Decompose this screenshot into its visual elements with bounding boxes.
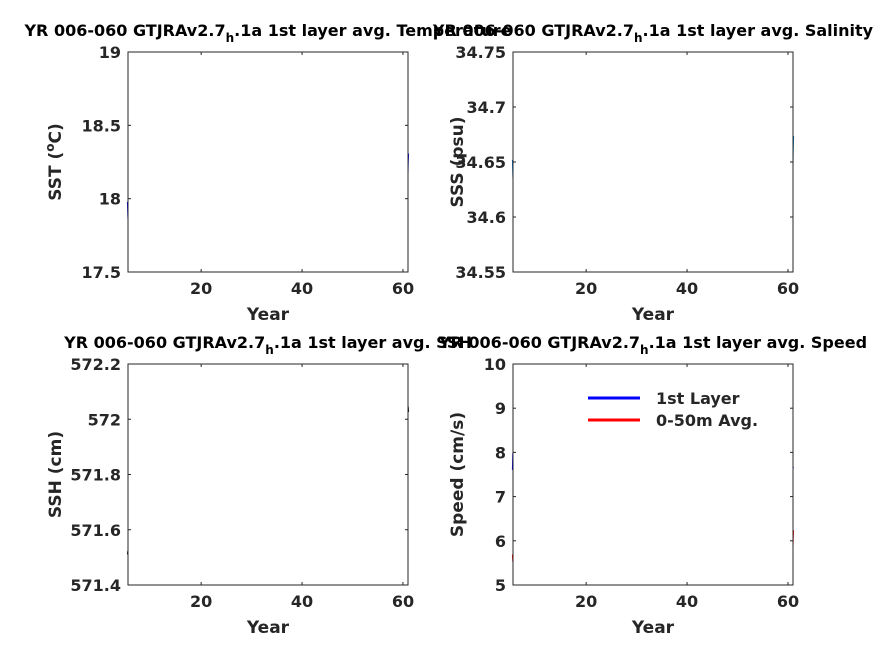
x-tick-label: 20 xyxy=(190,279,212,298)
x-tick-label: 60 xyxy=(777,592,799,611)
y-tick-label: 18.5 xyxy=(82,116,121,135)
chart-panel-3: 20 40 60 571.4 571.6 571.8 572 572.2 Year SSH (cm… xyxy=(46,333,472,638)
chart-panel-1: 20 40 60 17.5 18 18.5 19 Year SST (oC) YR 006-060… xyxy=(23,21,511,325)
y-tick-label: 571.6 xyxy=(70,521,121,540)
x-tick-label: 40 xyxy=(676,592,698,611)
legend-label-2: 0-50m Avg. xyxy=(656,411,758,430)
x-tick-label: 60 xyxy=(392,279,414,298)
y-axis-label: SSS (psu) xyxy=(448,116,468,207)
y-tick-label: 9 xyxy=(495,399,506,418)
y-tick-label: 571.8 xyxy=(70,466,121,485)
y-tick-label: 34.6 xyxy=(467,208,506,227)
axes-box xyxy=(127,51,409,273)
y-tick-label: 18 xyxy=(99,190,121,209)
x-axis-label: Year xyxy=(631,305,675,325)
x-axis-label: Year xyxy=(631,618,675,638)
chart-panel-4: 20 40 60 5 6 7 8 9 10 Year Speed (cm/s) YR 006-060 … xyxy=(438,333,867,638)
legend: 1st Layer 0-50m Avg. xyxy=(588,389,758,430)
y-tick-label: 572.2 xyxy=(70,355,121,374)
y-tick-label: 34.65 xyxy=(455,153,506,172)
y-axis-label: SSH (cm) xyxy=(46,431,66,518)
chart-title: YR 006-060 GTJRAv2.7h.1a 1st layer avg. … xyxy=(63,333,472,357)
x-tick-label: 20 xyxy=(575,279,597,298)
y-tick-label: 19 xyxy=(99,43,121,62)
y-tick-label: 17.5 xyxy=(82,263,121,282)
legend-label-1: 1st Layer xyxy=(656,389,740,408)
x-axis-label: Year xyxy=(246,305,290,325)
y-tick-label: 8 xyxy=(495,443,506,462)
x-tick-label: 40 xyxy=(676,279,698,298)
y-axis-label: Speed (cm/s) xyxy=(448,412,468,537)
x-tick-label: 20 xyxy=(190,592,212,611)
y-tick-label: 5 xyxy=(495,576,506,595)
x-tick-label: 60 xyxy=(777,279,799,298)
chart-panel-2: 20 40 60 34.55 34.6 34.65 34.7 34.75 Year SSS (ps… xyxy=(432,21,874,325)
y-tick-label: 571.4 xyxy=(70,576,121,595)
y-tick-label: 34.55 xyxy=(455,263,506,282)
y-axis-label: SST (oC) xyxy=(43,123,66,201)
axes-box xyxy=(512,363,794,586)
x-tick-label: 20 xyxy=(575,592,597,611)
x-tick-label: 40 xyxy=(291,279,313,298)
chart-title: YR 006-060 GTJRAv2.7h.1a 1st layer avg. … xyxy=(438,333,867,357)
x-tick-label: 60 xyxy=(392,592,414,611)
y-tick-label: 7 xyxy=(495,488,506,507)
chart-title: YR 006-060 GTJRAv2.7h.1a 1st layer avg. … xyxy=(23,21,511,45)
chart-title: YR 006-060 GTJRAv2.7h.1a 1st layer avg. … xyxy=(432,21,874,45)
y-tick-label: 34.7 xyxy=(467,98,506,117)
y-tick-label: 34.75 xyxy=(455,43,506,62)
y-tick-label: 10 xyxy=(484,355,506,374)
axes-box xyxy=(127,363,409,586)
axes-box xyxy=(512,51,794,273)
x-tick-label: 40 xyxy=(291,592,313,611)
y-tick-label: 6 xyxy=(495,532,506,551)
x-axis-label: Year xyxy=(246,618,290,638)
y-tick-label: 572 xyxy=(88,410,121,429)
